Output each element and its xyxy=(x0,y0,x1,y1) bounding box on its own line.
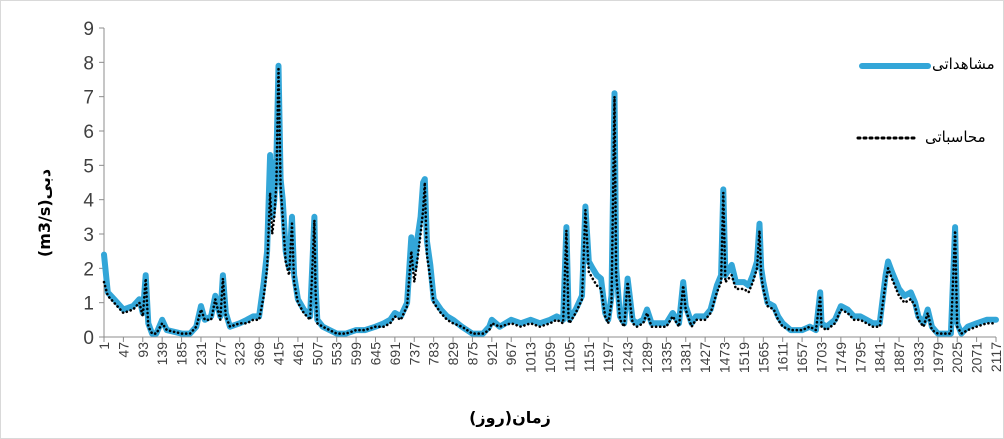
x-tick-label: 461 xyxy=(290,342,306,366)
y-tick-label: 8 xyxy=(83,53,94,74)
x-tick-label: 323 xyxy=(232,342,248,366)
x-tick-label: 1519 xyxy=(736,342,752,373)
x-tick-label: 829 xyxy=(445,342,461,366)
x-tick-label: 1059 xyxy=(542,342,558,373)
series-computed-line xyxy=(102,67,998,335)
y-tick-label: 0 xyxy=(83,328,94,349)
x-tick-label: 1565 xyxy=(755,342,771,373)
y-tick-label: 5 xyxy=(83,156,94,177)
x-tick-label: 231 xyxy=(193,342,209,366)
x-tick-label: 645 xyxy=(367,342,383,366)
x-tick-label: 1427 xyxy=(697,342,713,373)
x-tick-label: 1013 xyxy=(523,342,539,373)
series-layer xyxy=(101,62,999,337)
x-tick-label: 783 xyxy=(426,342,442,366)
x-tick-label: 967 xyxy=(503,342,519,366)
x-tick-label: 553 xyxy=(329,342,345,366)
x-tick-label: 1795 xyxy=(852,342,868,373)
y-tick-label: 3 xyxy=(83,225,94,246)
y-axis-title: دبی(m3/s) xyxy=(35,169,54,257)
x-tick-label: 47 xyxy=(115,342,131,358)
legend-label-observed: مشاهداتی xyxy=(932,55,995,73)
legend: مشاهداتی محاسباتی xyxy=(856,55,995,146)
x-axis-title: زمان(روز) xyxy=(469,408,551,427)
x-tick-label: 1 xyxy=(96,342,112,350)
x-tick-label: 1657 xyxy=(794,342,810,373)
x-tick-label: 1381 xyxy=(678,342,694,373)
x-tick-label: 1335 xyxy=(658,342,674,373)
x-tick-label: 139 xyxy=(154,342,170,366)
x-tick-label: 1933 xyxy=(910,342,926,373)
x-axis-ticks: 1 47 93 139 185 231 277 323 369 415 461 507 553 599 64… xyxy=(96,337,1004,373)
series-observed-line xyxy=(101,62,999,337)
x-tick-label: 1197 xyxy=(600,342,616,372)
y-tick-label: 4 xyxy=(83,191,94,212)
x-tick-label: 599 xyxy=(348,342,364,366)
x-tick-label: 1979 xyxy=(930,342,946,373)
x-tick-label: 1703 xyxy=(813,342,829,373)
legend-label-computed: محاسباتی xyxy=(925,128,986,146)
y-tick-label: 7 xyxy=(83,88,94,109)
y-tick-label: 1 xyxy=(83,294,94,315)
x-tick-label: 1289 xyxy=(639,342,655,373)
x-tick-label: 691 xyxy=(387,342,403,366)
x-tick-label: 1105 xyxy=(561,342,577,372)
x-tick-label: 507 xyxy=(309,342,325,366)
y-tick-label: 9 xyxy=(83,19,94,40)
x-tick-label: 1611 xyxy=(775,342,791,372)
x-tick-label: 185 xyxy=(174,342,190,366)
x-tick-label: 2025 xyxy=(949,342,965,373)
y-tick-label: 2 xyxy=(83,259,94,280)
x-tick-label: 1749 xyxy=(833,342,849,373)
x-tick-label: 1473 xyxy=(717,342,733,373)
x-tick-label: 2071 xyxy=(969,342,985,373)
x-tick-label: 1151 xyxy=(581,342,597,372)
x-tick-label: 2117 xyxy=(988,342,1004,372)
y-tick-label: 6 xyxy=(83,122,94,143)
x-tick-label: 737 xyxy=(406,342,422,366)
x-tick-label: 875 xyxy=(464,342,480,366)
x-tick-label: 921 xyxy=(484,342,500,366)
x-tick-label: 93 xyxy=(135,342,151,358)
y-axis-ticks: 0 1 2 3 4 5 6 7 8 9 xyxy=(83,19,104,349)
x-tick-label: 1841 xyxy=(872,342,888,373)
x-tick-label: 277 xyxy=(212,342,228,366)
x-tick-label: 1887 xyxy=(891,342,907,373)
x-tick-label: 415 xyxy=(271,342,287,366)
x-tick-label: 369 xyxy=(251,342,267,366)
x-tick-label: 1243 xyxy=(620,342,636,373)
